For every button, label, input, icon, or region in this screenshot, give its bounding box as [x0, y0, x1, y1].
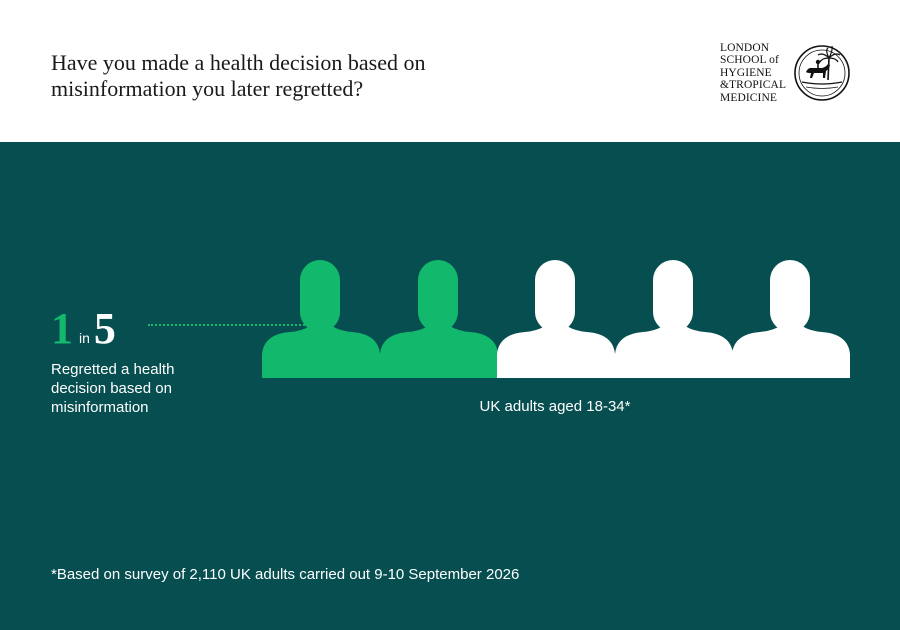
logo-line: LONDON — [720, 42, 770, 54]
people-row — [262, 260, 852, 378]
stat-description: Regretted a health decision based on mis… — [51, 361, 175, 416]
lshtm-logo: LONDON SCHOOL of HYGIENE &TROPICAL MEDIC… — [720, 40, 855, 105]
logo-line: &TROPICAL — [720, 79, 787, 92]
people-caption: UK adults aged 18-34* — [479, 398, 631, 415]
question-title: Have you made a health decision based on… — [51, 50, 426, 101]
person-icon — [614, 260, 733, 378]
stat-numerator: 1 — [51, 304, 73, 353]
logo-line: MEDICINE — [720, 91, 778, 104]
footnote: *Based on survey of 2,110 UK adults carr… — [51, 566, 520, 583]
logo-wordmark: LONDON SCHOOL of HYGIENE &TROPICAL MEDIC… — [720, 42, 792, 104]
person-icon — [497, 260, 615, 378]
dotted-connector — [148, 324, 308, 326]
stat-joiner: in — [79, 330, 90, 346]
header: Have you made a health decision based on… — [0, 0, 900, 142]
stat-ratio: 1 in5 — [51, 303, 116, 354]
stat-denominator: 5 — [93, 304, 116, 353]
person-icon — [262, 260, 380, 378]
logo-line: SCHOOL of — [720, 54, 779, 67]
lshtm-seal-icon — [794, 45, 850, 101]
infographic-panel — [0, 142, 900, 630]
person-icon — [379, 260, 498, 378]
person-icon — [732, 260, 850, 378]
logo-line: HYGIENE — [720, 66, 772, 79]
